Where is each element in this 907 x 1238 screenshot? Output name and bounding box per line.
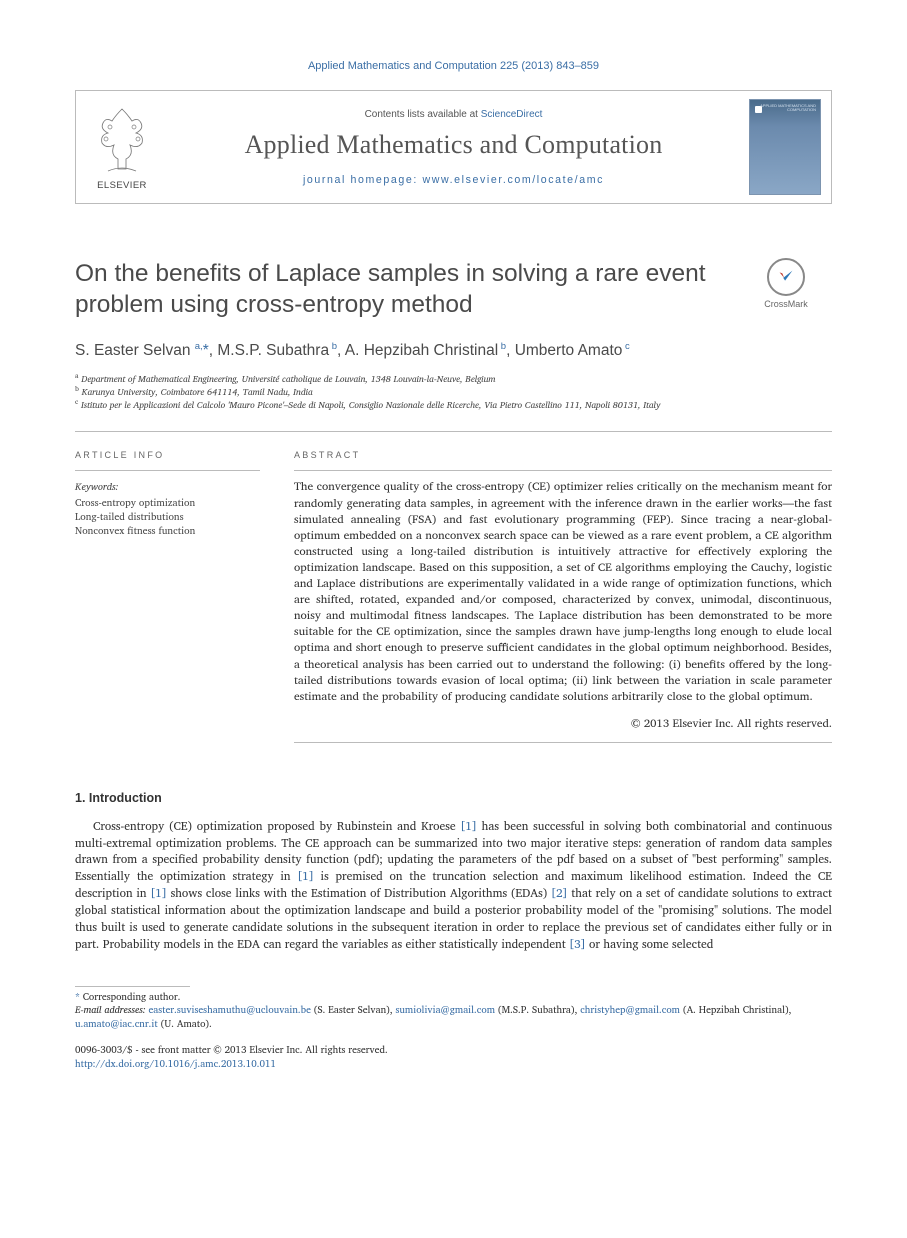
- keyword-item: Long-tailed distributions: [75, 510, 260, 524]
- footnote-rule: [75, 986, 190, 987]
- affil-sup: a: [75, 371, 79, 382]
- separator-rule: [75, 431, 832, 432]
- journal-cover-thumb[interactable]: APPLIED MATHEMATICS AND COMPUTATION: [749, 99, 821, 195]
- elsevier-tree-icon: [88, 103, 156, 178]
- crossmark-label: CrossMark: [764, 299, 808, 309]
- homepage-prefix: journal homepage:: [303, 174, 423, 186]
- authors-line: S. Easter Selvan a,*, M.S.P. Subathra b,…: [75, 341, 832, 360]
- intro-paragraph: Cross-entropy (CE) optimization proposed…: [75, 819, 832, 954]
- keywords-head: Keywords:: [75, 479, 260, 495]
- elsevier-text: ELSEVIER: [97, 180, 147, 191]
- publisher-logo-block: ELSEVIER: [76, 91, 168, 203]
- crossmark-badge[interactable]: CrossMark: [740, 258, 832, 309]
- crossmark-circle-icon: [767, 258, 805, 296]
- doi-link[interactable]: http://dx.doi.org/10.1016/j.amc.2013.10.…: [75, 1056, 276, 1072]
- abstract-col: ABSTRACT The convergence quality of the …: [294, 450, 832, 750]
- email-who: (M.S.P. Subathra),: [495, 1002, 580, 1018]
- journal-homepage-line: journal homepage: www.elsevier.com/locat…: [303, 174, 604, 186]
- cover-thumb-title: APPLIED MATHEMATICS AND COMPUTATION: [750, 104, 816, 112]
- keyword-item: Cross-entropy optimization: [75, 496, 260, 510]
- affiliation-row: c Istituto per le Applicazioni del Calco…: [75, 398, 832, 411]
- crossmark-check-icon: [775, 266, 797, 288]
- info-abstract-row: ARTICLE INFO Keywords: Cross-entropy opt…: [75, 450, 832, 750]
- masthead-center: Contents lists available at ScienceDirec…: [168, 91, 739, 203]
- email-who: (U. Amato).: [158, 1016, 212, 1032]
- inner-rule: [75, 470, 260, 471]
- journal-name: Applied Mathematics and Computation: [245, 130, 663, 160]
- copyright-line: © 2013 Elsevier Inc. All rights reserved…: [294, 713, 832, 732]
- email-who: (S. Easter Selvan),: [311, 1002, 396, 1018]
- email-addresses-line: E-mail addresses: easter.suviseshamuthu@…: [75, 1004, 832, 1032]
- intro-text: Cross-entropy (CE) optimization proposed…: [75, 819, 832, 954]
- contents-available-line: Contents lists available at ScienceDirec…: [365, 109, 543, 120]
- citation-header: Applied Mathematics and Computation 225 …: [75, 60, 832, 72]
- citation-link[interactable]: Applied Mathematics and Computation 225 …: [308, 60, 599, 72]
- homepage-link[interactable]: www.elsevier.com/locate/amc: [422, 174, 604, 186]
- paper-title: On the benefits of Laplace samples in so…: [75, 258, 720, 321]
- abstract-label: ABSTRACT: [294, 450, 832, 460]
- article-info-label: ARTICLE INFO: [75, 450, 260, 460]
- affil-text: Istituto per le Applicazioni del Calcolo…: [81, 397, 661, 412]
- masthead: ELSEVIER Contents lists available at Sci…: [75, 90, 832, 204]
- affil-sup: c: [75, 397, 78, 408]
- title-block: On the benefits of Laplace samples in so…: [75, 258, 832, 321]
- footer-block: 0096-3003/$ - see front matter © 2013 El…: [75, 1044, 832, 1071]
- abstract-text: The convergence quality of the cross-ent…: [294, 479, 832, 704]
- section-1-heading: 1. Introduction: [75, 791, 832, 805]
- author-email-link[interactable]: u.amato@iac.cnr.it: [75, 1016, 158, 1032]
- email-who: (A. Hepzibah Christinal),: [680, 1002, 791, 1018]
- sciencedirect-link[interactable]: ScienceDirect: [481, 109, 543, 120]
- affil-sup: b: [75, 384, 79, 395]
- affiliations: a Department of Mathematical Engineering…: [75, 372, 832, 412]
- page-root: Applied Mathematics and Computation 225 …: [0, 0, 907, 1111]
- cover-thumb-block: APPLIED MATHEMATICS AND COMPUTATION: [739, 91, 831, 203]
- inner-rule: [294, 742, 832, 743]
- inner-rule: [294, 470, 832, 471]
- article-info-col: ARTICLE INFO Keywords: Cross-entropy opt…: [75, 450, 260, 750]
- elsevier-logo[interactable]: ELSEVIER: [84, 103, 160, 191]
- author-email-link[interactable]: christyhep@gmail.com: [580, 1002, 680, 1018]
- contents-available-prefix: Contents lists available at: [365, 109, 481, 120]
- footnotes: * Corresponding author. E-mail addresses…: [75, 991, 832, 1033]
- keyword-item: Nonconvex fitness function: [75, 524, 260, 538]
- author-email-link[interactable]: sumiolivia@gmail.com: [395, 1002, 495, 1018]
